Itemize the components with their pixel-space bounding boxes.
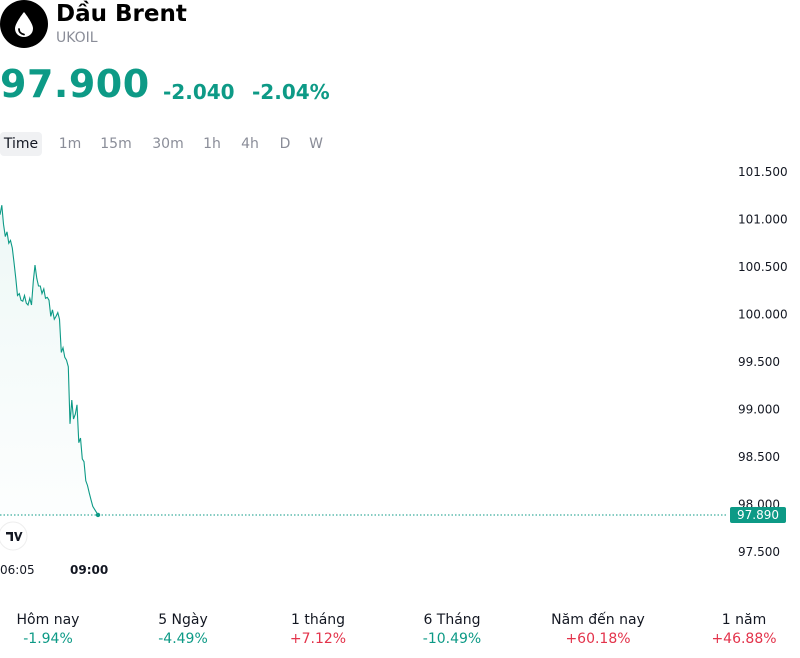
tab-interval-1h[interactable]: 1h [203, 136, 221, 152]
tab-interval-d[interactable]: D [279, 136, 291, 152]
period-item[interactable]: 1 tháng +7.12% [268, 610, 368, 648]
price-change-absolute: -2.040 [163, 80, 235, 104]
period-label: 6 Tháng [423, 612, 481, 628]
period-item[interactable]: 6 Tháng -10.49% [402, 610, 502, 648]
period-item[interactable]: 1 năm +46.88% [694, 610, 794, 648]
tradingview-logo-icon[interactable] [0, 521, 28, 551]
period-change: +60.18% [565, 631, 631, 647]
period-label: 1 tháng [290, 612, 346, 628]
price-change-percent: -2.04% [252, 80, 330, 104]
x-tick-label: 06:05 [0, 563, 35, 577]
period-performance: Hôm nay -1.94% 5 Ngày -4.49% 1 tháng +7.12% 6 … [0, 610, 800, 650]
period-label: Hôm nay [16, 612, 80, 628]
instrument-title: Dầu Brent [56, 1, 187, 27]
tab-interval-30m[interactable]: 30m [152, 136, 184, 152]
period-label: 1 năm [721, 612, 767, 628]
last-price: 97.900 [0, 62, 150, 106]
period-item[interactable]: Hôm nay -1.94% [0, 610, 98, 648]
period-label: Năm đến nay [551, 612, 645, 628]
tab-interval-1m[interactable]: 1m [58, 136, 82, 152]
instrument-symbol: UKOIL [56, 30, 98, 46]
period-item[interactable]: 5 Ngày -4.49% [133, 610, 233, 648]
y-tick-label: 97.500 [738, 545, 780, 559]
period-change: -10.49% [422, 631, 482, 647]
period-item[interactable]: Năm đến nay +60.18% [548, 610, 648, 648]
period-change: -4.49% [158, 631, 208, 647]
tab-interval-w[interactable]: W [309, 136, 323, 152]
y-tick-label: 99.000 [738, 403, 780, 417]
y-tick-label: 101.500 [738, 165, 788, 179]
period-change: +46.88% [711, 631, 777, 647]
y-tick-label: 98.500 [738, 450, 780, 464]
y-tick-label: 99.500 [738, 355, 780, 369]
period-change: -1.94% [23, 631, 73, 647]
y-tick-label: 100.500 [738, 260, 788, 274]
series-line [0, 205, 99, 516]
series-area [0, 205, 98, 515]
tab-interval-4h[interactable]: 4h [241, 136, 259, 152]
period-change: +7.12% [289, 631, 347, 647]
last-price-badge-label: 97.890 [737, 508, 779, 522]
tab-interval-time[interactable]: Time [0, 132, 42, 156]
y-tick-label: 100.000 [738, 308, 788, 322]
axis-bottom-mask [730, 556, 800, 580]
x-tick-label: 09:00 [70, 563, 108, 577]
last-price-badge [730, 506, 786, 523]
oil-drop-icon [0, 0, 48, 48]
tab-interval-15m[interactable]: 15m [100, 136, 132, 152]
price-chart[interactable]: 101.500 101.000 100.500 100.000 99.500 99.000… [0, 160, 800, 580]
y-tick-label: 101.000 [738, 213, 788, 227]
period-label: 5 Ngày [158, 612, 208, 628]
